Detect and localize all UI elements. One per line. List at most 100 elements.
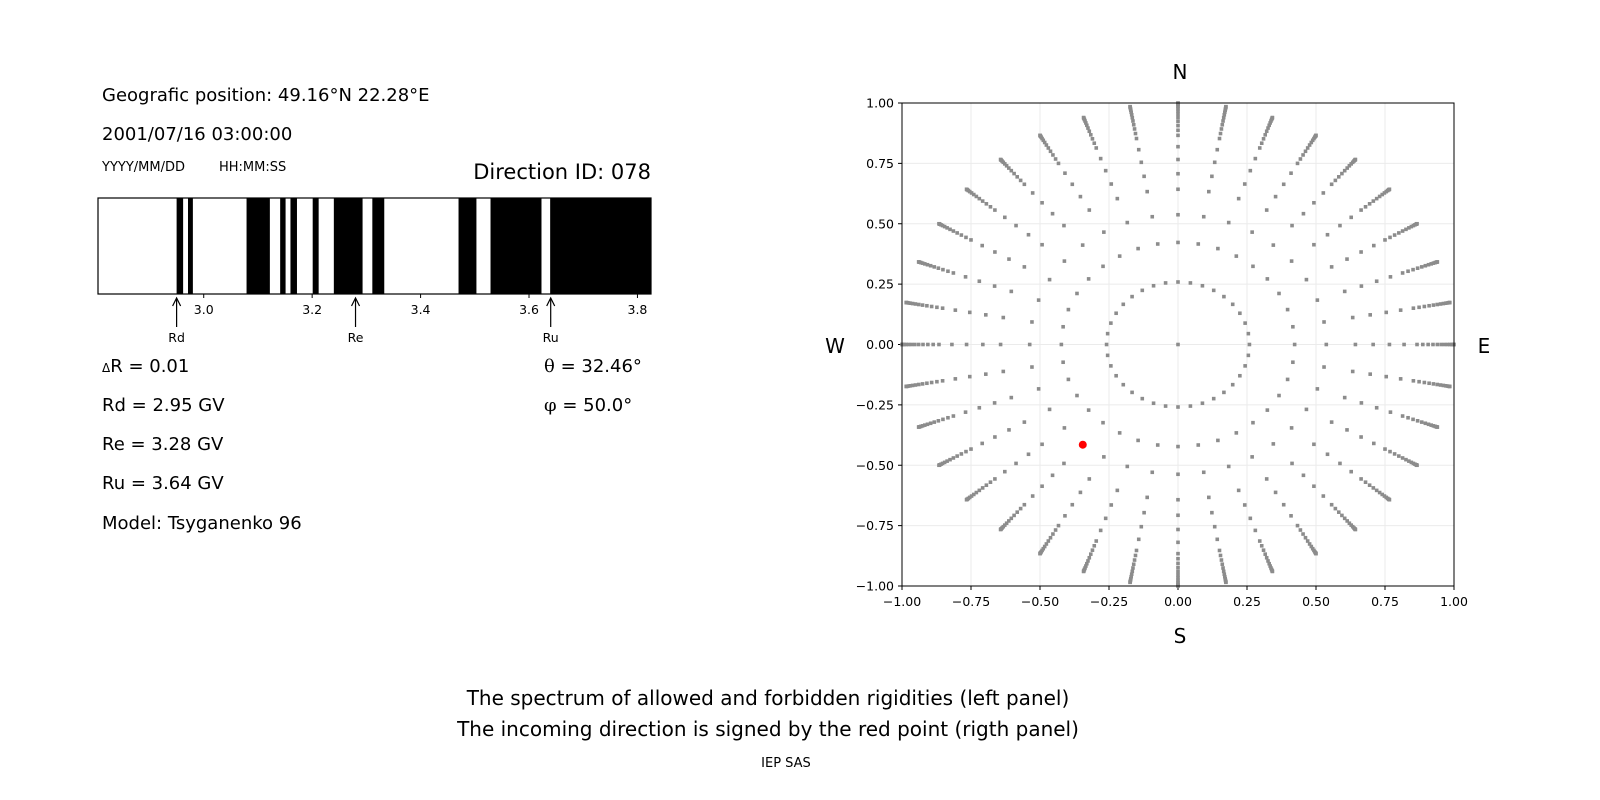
direction-point (1236, 488, 1241, 493)
direction-point (1061, 324, 1065, 329)
direction-point (1003, 215, 1007, 220)
arrow-head-icon (546, 296, 556, 307)
direction-point (1367, 483, 1372, 487)
direction-point (1338, 461, 1342, 466)
direction-point (1131, 566, 1135, 570)
direction-point (1400, 456, 1405, 460)
direction-point (929, 304, 934, 309)
direction-point (1131, 562, 1136, 567)
y-tick-label: −1.00 (856, 579, 894, 594)
direction-point (1094, 146, 1099, 150)
direction-point (977, 196, 982, 201)
direction-point (1102, 230, 1106, 234)
forbidden-band (458, 198, 477, 294)
direction-point (1044, 542, 1049, 546)
direction-point (1443, 383, 1448, 388)
direction-point (1398, 308, 1403, 312)
direction-point (1359, 284, 1364, 288)
direction-point (1201, 214, 1206, 219)
direction-point (1353, 527, 1358, 532)
direction-point (948, 457, 952, 462)
direction-point (1257, 146, 1262, 150)
direction-point (1298, 157, 1303, 161)
direction-point (1163, 281, 1168, 285)
direction-point (913, 383, 918, 387)
direction-point (1220, 122, 1225, 127)
direction-point (1363, 205, 1368, 209)
forbidden-band (372, 198, 385, 294)
direction-point (1080, 243, 1085, 247)
direction-point (1289, 426, 1294, 430)
direction-point (1188, 281, 1193, 285)
geographic-position: Geografic position: 49.16°N 22.28°E (102, 85, 430, 106)
south-label: S (1174, 624, 1187, 648)
direction-point (1040, 484, 1044, 489)
direction-point (1431, 303, 1436, 307)
direction-point (1406, 269, 1410, 274)
direction-point (1307, 143, 1312, 147)
direction-point (1371, 486, 1376, 490)
direction-point (969, 447, 973, 451)
direction-point (1397, 231, 1401, 235)
direction-point (1134, 136, 1139, 141)
direction-point (1397, 454, 1401, 458)
direction-point (1277, 393, 1281, 398)
direction-point (920, 303, 925, 307)
direction-point (1243, 321, 1247, 325)
direction-point (1423, 263, 1428, 268)
direction-point (1117, 431, 1122, 435)
datetime: 2001/07/16 03:00:00 (102, 124, 293, 145)
direction-point (1422, 380, 1427, 385)
forbidden-band (280, 198, 286, 294)
direction-point (925, 381, 929, 386)
direction-point (1130, 115, 1135, 120)
direction-point (926, 342, 930, 347)
direction-point (1315, 387, 1320, 391)
direction-point (1377, 194, 1382, 199)
direction-point (1176, 569, 1180, 574)
direction-point (1251, 420, 1255, 425)
direction-point (1264, 555, 1269, 560)
direction-point (1325, 232, 1330, 237)
direction-point (1145, 495, 1149, 500)
direction-point (1347, 164, 1352, 168)
direction-point (1030, 191, 1035, 195)
direction-point (1207, 495, 1211, 500)
direction-point (1342, 395, 1347, 400)
direction-point (935, 379, 939, 384)
direction-point (951, 414, 956, 418)
direction-point (1322, 365, 1326, 369)
direction-point (1026, 452, 1031, 457)
direction-point (1176, 119, 1180, 124)
direction-point (1426, 422, 1431, 427)
direction-point (1371, 441, 1376, 446)
direction-point (1417, 379, 1421, 384)
direction-point (964, 187, 969, 192)
x-tick-label: −0.75 (952, 594, 990, 609)
direction-point (1407, 459, 1411, 463)
arrow-head-icon (172, 296, 182, 307)
direction-point (1140, 396, 1145, 401)
direction-point (1377, 490, 1382, 495)
direction-point (937, 342, 941, 347)
direction-point (1307, 542, 1312, 546)
direction-point (904, 300, 908, 305)
direction-point (1251, 264, 1255, 269)
direction-point (1415, 342, 1419, 347)
direction-point (1151, 283, 1156, 288)
direction-point (1176, 472, 1180, 477)
direction-point (916, 382, 921, 387)
direction-point (974, 194, 979, 199)
direction-point (1281, 182, 1286, 187)
direction-point (1078, 194, 1083, 199)
direction-point (1047, 407, 1052, 412)
direction-point (946, 415, 950, 420)
direction-point (1038, 551, 1042, 556)
direction-point (1221, 566, 1225, 570)
direction-point (1036, 387, 1041, 391)
direction-point (1056, 161, 1061, 166)
direction-point (1336, 510, 1341, 514)
direction-point (1435, 342, 1440, 347)
direction-point (1368, 372, 1372, 376)
direction-point (1115, 196, 1120, 201)
